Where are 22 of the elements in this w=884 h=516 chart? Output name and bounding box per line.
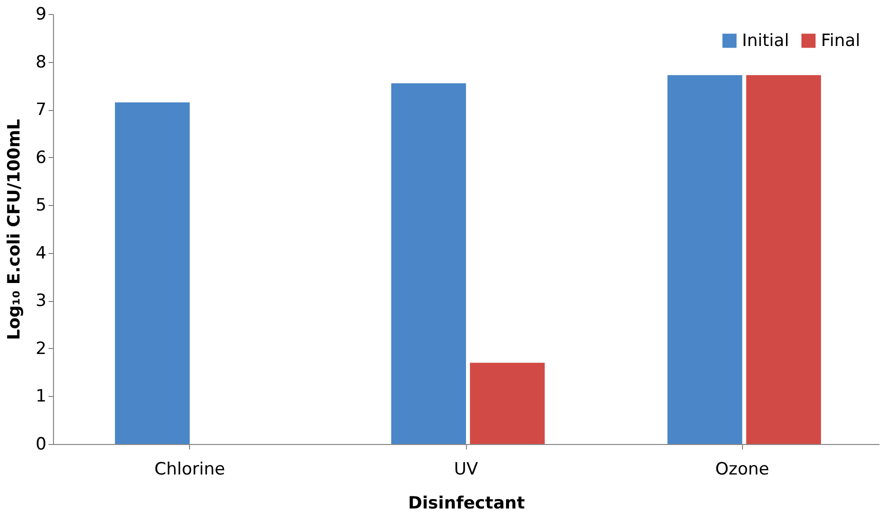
- x-axis-title: Disinfectant: [408, 494, 525, 514]
- y-axis-title: Log₁₀ E.coli CFU/100mL: [4, 118, 25, 340]
- y-tick-label: 3: [36, 291, 46, 312]
- bar: [746, 75, 821, 444]
- y-tick-label: 0: [36, 434, 46, 454]
- legend-label: Initial: [742, 30, 790, 51]
- legend-label: Final: [821, 30, 860, 51]
- y-tick-label: 4: [36, 243, 46, 264]
- y-tick-label: 6: [36, 148, 46, 168]
- y-tick-label: 5: [36, 196, 46, 216]
- y-tick-label: 7: [36, 100, 46, 120]
- y-tick-label: 1: [36, 386, 46, 407]
- x-tick-label: Ozone: [715, 460, 770, 480]
- bar: [667, 75, 742, 444]
- y-tick-label: 2: [36, 338, 46, 359]
- y-tick-label: 9: [36, 4, 46, 24]
- bar: [470, 362, 545, 444]
- x-tick-label: Chlorine: [154, 460, 226, 480]
- y-tick-label: 8: [36, 52, 46, 72]
- x-tick-label: UV: [454, 460, 478, 480]
- bar: [391, 83, 466, 444]
- bar: [114, 102, 190, 444]
